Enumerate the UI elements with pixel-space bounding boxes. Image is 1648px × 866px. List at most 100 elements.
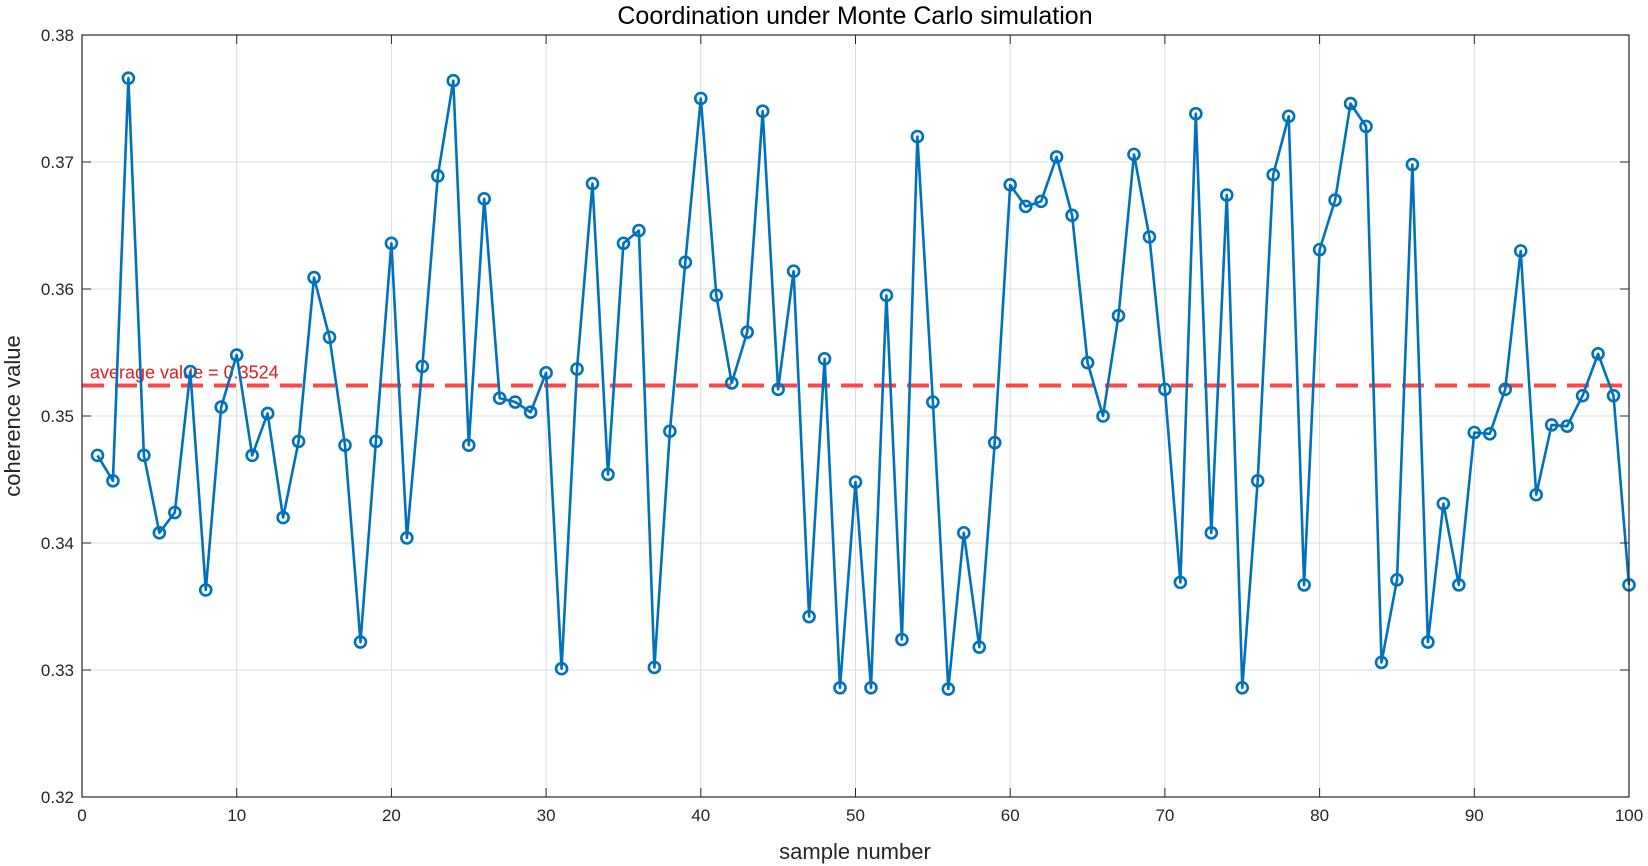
data-point[interactable]	[833, 680, 847, 695]
data-point[interactable]	[910, 129, 925, 144]
data-point[interactable]	[1374, 655, 1389, 670]
data-point[interactable]	[1328, 193, 1342, 207]
data-point[interactable]	[121, 71, 136, 85]
data-point[interactable]	[1606, 388, 1621, 403]
data-point[interactable]	[1235, 680, 1250, 695]
data-point[interactable]	[1359, 119, 1373, 134]
data-point[interactable]	[956, 526, 971, 540]
data-point[interactable]	[260, 406, 275, 421]
data-point[interactable]	[1096, 409, 1110, 423]
data-point[interactable]	[276, 510, 290, 525]
data-point[interactable]	[1204, 526, 1219, 540]
data-point[interactable]	[338, 438, 352, 453]
data-point[interactable]	[802, 609, 816, 624]
data-point[interactable]	[1127, 147, 1141, 162]
data-point[interactable]	[1173, 575, 1188, 590]
data-point[interactable]	[446, 73, 461, 88]
data-point[interactable]	[987, 435, 1002, 450]
data-point[interactable]	[539, 366, 553, 380]
data-point[interactable]	[740, 325, 755, 339]
data-point[interactable]	[1080, 355, 1095, 370]
data-point[interactable]	[1482, 426, 1497, 441]
data-point[interactable]	[632, 223, 646, 238]
data-point[interactable]	[168, 505, 182, 520]
data-point[interactable]	[369, 434, 383, 449]
data-point[interactable]	[307, 270, 321, 285]
data-point[interactable]	[771, 382, 785, 397]
data-point[interactable]	[1219, 188, 1234, 202]
data-point[interactable]	[616, 236, 631, 251]
data-point[interactable]	[709, 288, 724, 303]
data-point[interactable]	[1529, 487, 1543, 502]
data-point[interactable]	[523, 405, 538, 419]
data-point[interactable]	[90, 448, 105, 463]
data-point[interactable]	[1560, 419, 1574, 433]
data-point[interactable]	[972, 640, 987, 654]
data-point[interactable]	[1390, 573, 1404, 587]
data-point[interactable]	[477, 192, 492, 206]
data-point[interactable]	[1436, 496, 1451, 511]
data-point[interactable]	[1034, 194, 1048, 209]
data-point[interactable]	[1513, 244, 1528, 258]
data-point[interactable]	[926, 395, 940, 409]
data-point[interactable]	[400, 531, 414, 545]
data-point[interactable]	[415, 359, 430, 374]
data-point[interactable]	[1405, 157, 1420, 172]
data-point[interactable]	[663, 424, 677, 439]
data-point[interactable]	[137, 448, 151, 463]
data-point[interactable]	[461, 438, 476, 453]
data-point[interactable]	[229, 348, 244, 362]
data-point[interactable]	[786, 264, 801, 279]
data-point[interactable]	[1250, 473, 1265, 488]
data-point[interactable]	[1065, 208, 1079, 223]
data-point[interactable]	[864, 680, 878, 695]
data-point[interactable]	[817, 352, 832, 366]
data-point[interactable]	[1189, 106, 1203, 121]
data-point[interactable]	[214, 400, 229, 414]
data-point[interactable]	[601, 467, 615, 482]
data-point[interactable]	[1343, 96, 1358, 111]
data-point[interactable]	[1142, 230, 1157, 244]
data-point[interactable]	[1575, 388, 1590, 403]
data-point[interactable]	[1452, 578, 1466, 592]
data-point[interactable]	[585, 176, 600, 191]
data-point[interactable]	[570, 362, 584, 376]
data-point[interactable]	[1591, 346, 1605, 361]
data-point[interactable]	[1467, 425, 1482, 440]
data-point[interactable]	[353, 635, 368, 649]
data-point[interactable]	[941, 682, 956, 696]
data-point[interactable]	[1297, 578, 1311, 592]
data-point[interactable]	[1281, 109, 1296, 124]
data-point[interactable]	[848, 475, 863, 489]
data-point[interactable]	[492, 391, 507, 406]
data-point[interactable]	[1421, 635, 1435, 649]
data-point[interactable]	[198, 583, 213, 597]
data-point[interactable]	[508, 395, 522, 409]
data-point[interactable]	[106, 473, 120, 488]
data-point[interactable]	[152, 526, 167, 540]
x-tick-label: 90	[1465, 806, 1484, 825]
data-point[interactable]	[724, 376, 739, 390]
data-point[interactable]	[554, 661, 569, 676]
data-point[interactable]	[895, 632, 909, 647]
data-point[interactable]	[1544, 418, 1559, 432]
data-point[interactable]	[1003, 178, 1018, 192]
data-point[interactable]	[1049, 150, 1064, 164]
data-point[interactable]	[755, 104, 770, 118]
data-point[interactable]	[431, 169, 445, 183]
data-point[interactable]	[647, 660, 662, 675]
data-point[interactable]	[1111, 308, 1126, 323]
data-point[interactable]	[245, 448, 259, 463]
data-point[interactable]	[1312, 242, 1327, 257]
data-point[interactable]	[322, 330, 337, 345]
data-point[interactable]	[1266, 167, 1280, 182]
data-point[interactable]	[693, 91, 708, 106]
data-point[interactable]	[1018, 199, 1033, 214]
data-point[interactable]	[291, 434, 306, 449]
data-point[interactable]	[879, 288, 894, 303]
data-point[interactable]	[1158, 382, 1172, 397]
data-point[interactable]	[678, 255, 693, 270]
data-point[interactable]	[384, 236, 399, 251]
data-point[interactable]	[1498, 382, 1513, 397]
data-point[interactable]	[183, 364, 198, 379]
